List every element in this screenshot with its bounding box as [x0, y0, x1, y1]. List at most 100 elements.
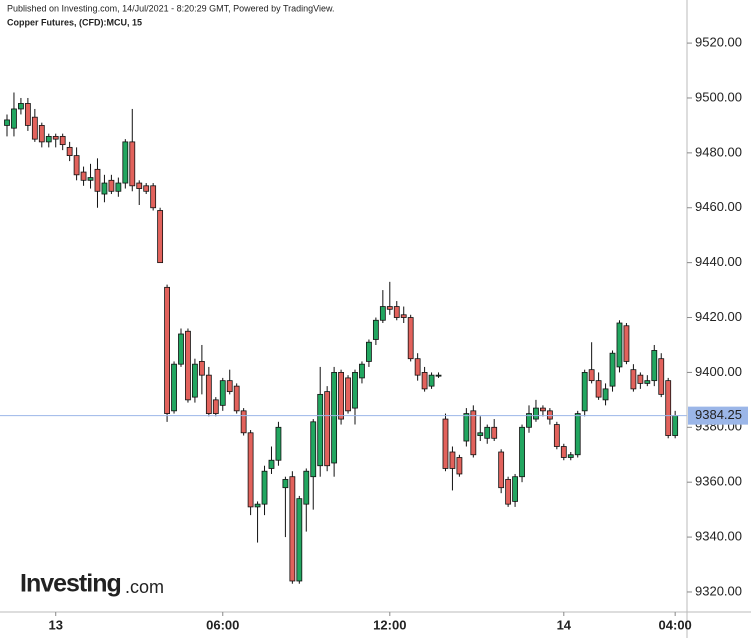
- watermark-suffix: .com: [125, 577, 164, 597]
- candle-body: [4, 119, 10, 126]
- candle-body: [588, 369, 595, 382]
- candle-body: [310, 421, 317, 478]
- candle-body: [449, 451, 456, 469]
- candle-body: [407, 317, 414, 360]
- candle-body: [24, 103, 31, 126]
- candle-body: [171, 363, 177, 412]
- candle-body: [616, 322, 623, 368]
- candle-body: [185, 330, 191, 401]
- candle-body: [38, 125, 45, 143]
- candle-body: [66, 146, 73, 157]
- candle-body: [602, 388, 609, 401]
- candle-body: [546, 410, 553, 420]
- candle-body: [212, 399, 219, 414]
- y-tick-label: 9400.00: [695, 364, 742, 379]
- candle-body: [540, 407, 546, 412]
- candle-body: [192, 363, 198, 398]
- candle-body: [129, 141, 136, 187]
- candle-body: [205, 374, 212, 414]
- candle-body: [477, 432, 484, 436]
- candle-body: [574, 413, 581, 456]
- x-tick-label: 06:00: [206, 617, 239, 632]
- candle-body: [379, 306, 386, 321]
- candle-body: [150, 185, 157, 209]
- candle-body: [484, 426, 491, 439]
- candle-body: [435, 374, 442, 377]
- candle-body: [595, 380, 602, 398]
- candle-body: [233, 385, 240, 412]
- candle-body: [275, 426, 282, 461]
- candle-body: [198, 361, 205, 376]
- candle-body: [526, 413, 532, 428]
- chart-title: Copper Futures, (CFD):MCU, 15: [7, 17, 142, 27]
- y-tick-label: 9460.00: [695, 199, 742, 214]
- candle-body: [567, 454, 574, 458]
- y-tick-label: 9520.00: [695, 35, 742, 50]
- candle-body: [240, 410, 247, 434]
- candle-body: [80, 171, 87, 181]
- candle-body: [164, 286, 170, 414]
- watermark-logo: Investing: [20, 570, 121, 598]
- x-tick-label: 04:00: [659, 617, 692, 632]
- candle-body: [52, 135, 59, 140]
- candle-body: [644, 380, 651, 384]
- candle-body: [491, 426, 498, 439]
- candle-body: [366, 341, 372, 362]
- candle-body: [45, 135, 52, 143]
- candle-body: [219, 380, 226, 406]
- candle-body: [59, 135, 66, 146]
- candle-body: [338, 372, 344, 420]
- candle-body: [393, 306, 400, 318]
- candle-body: [268, 459, 275, 469]
- candle-body: [247, 432, 254, 508]
- candle-body: [665, 380, 672, 436]
- candle-body: [31, 116, 38, 140]
- y-tick-label: 9480.00: [695, 144, 742, 159]
- x-tick-label: 14: [557, 617, 572, 632]
- candle-body: [136, 182, 143, 189]
- candle-body: [421, 372, 428, 390]
- candle-body: [637, 374, 644, 384]
- candle-body: [352, 372, 358, 409]
- candle-body: [400, 314, 407, 318]
- candle-body: [651, 350, 658, 382]
- candle-body: [143, 185, 150, 192]
- candle-body: [331, 372, 338, 464]
- candle-body: [317, 393, 324, 467]
- candle-body: [87, 177, 94, 181]
- candle-body: [498, 451, 505, 489]
- candle-body: [324, 391, 331, 467]
- candle-body: [296, 498, 303, 582]
- plot-area: [0, 92, 687, 584]
- candle-body: [414, 358, 421, 376]
- candle-body: [73, 155, 80, 176]
- candle-body: [463, 413, 470, 442]
- candle-body: [303, 470, 310, 505]
- candle-body: [630, 369, 637, 390]
- x-tick-label: 12:00: [373, 617, 406, 632]
- y-tick-label: 9420.00: [695, 309, 742, 324]
- candle-body: [108, 179, 115, 192]
- candle-body: [609, 352, 616, 387]
- candle-body: [178, 333, 184, 365]
- candle-body: [623, 325, 630, 362]
- candle-body: [470, 410, 477, 456]
- candle-body: [372, 319, 379, 340]
- candle-body: [282, 479, 289, 489]
- candle-body: [672, 415, 679, 436]
- candle-body: [553, 424, 560, 447]
- candle-body: [533, 407, 539, 420]
- candle-body: [386, 306, 393, 310]
- y-tick-label: 9340.00: [695, 529, 742, 544]
- header-bg: [0, 0, 330, 32]
- candle-body: [157, 210, 164, 264]
- candle-body: [289, 476, 296, 582]
- candle-body: [505, 479, 512, 505]
- y-tick-label: 9500.00: [695, 89, 742, 104]
- candle-body: [519, 426, 525, 478]
- last-price-tag: 9384.25: [695, 407, 742, 422]
- candle-body: [428, 374, 435, 387]
- candle-body: [94, 168, 101, 192]
- candle-body: [359, 363, 365, 379]
